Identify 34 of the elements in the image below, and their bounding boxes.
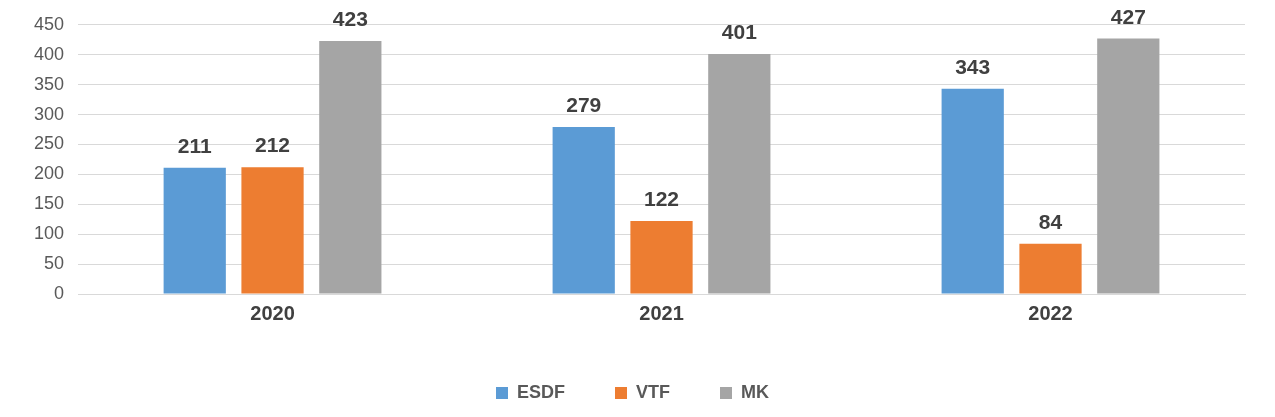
bar (1019, 243, 1082, 294)
bar (241, 167, 304, 294)
data-label: 423 (332, 7, 368, 31)
x-tick-label: 2021 (639, 301, 684, 324)
data-label: 122 (643, 187, 680, 211)
y-tick-label: 250 (33, 133, 65, 154)
data-label: 401 (721, 20, 758, 44)
y-tick-label: 0 (54, 282, 65, 303)
data-label: 84 (1038, 210, 1063, 234)
bar (1097, 38, 1160, 294)
data-label: 212 (255, 133, 291, 157)
y-tick-label: 100 (33, 223, 65, 244)
bar (630, 221, 693, 294)
bar (708, 54, 771, 294)
y-tick-label: 450 (33, 13, 65, 34)
data-label: 211 (177, 134, 212, 158)
y-tick-label: 350 (33, 73, 65, 94)
y-tick-label: 50 (44, 253, 65, 274)
bar (941, 88, 1004, 294)
bar (163, 167, 226, 294)
y-tick-label: 300 (33, 103, 65, 124)
bar (319, 40, 382, 294)
legend-label: VTF (636, 381, 671, 402)
y-tick-label: 150 (33, 193, 65, 214)
legend-label: MK (741, 381, 769, 402)
y-tick-label: 200 (33, 163, 65, 184)
data-label: 343 (955, 55, 991, 79)
bar (552, 127, 615, 294)
data-label: 279 (566, 93, 602, 117)
legend-label: ESDF (517, 381, 566, 402)
x-tick-label: 2022 (1028, 301, 1073, 324)
y-tick-label: 400 (33, 43, 65, 64)
x-tick-label: 2020 (250, 301, 295, 324)
data-label: 427 (1110, 4, 1146, 28)
